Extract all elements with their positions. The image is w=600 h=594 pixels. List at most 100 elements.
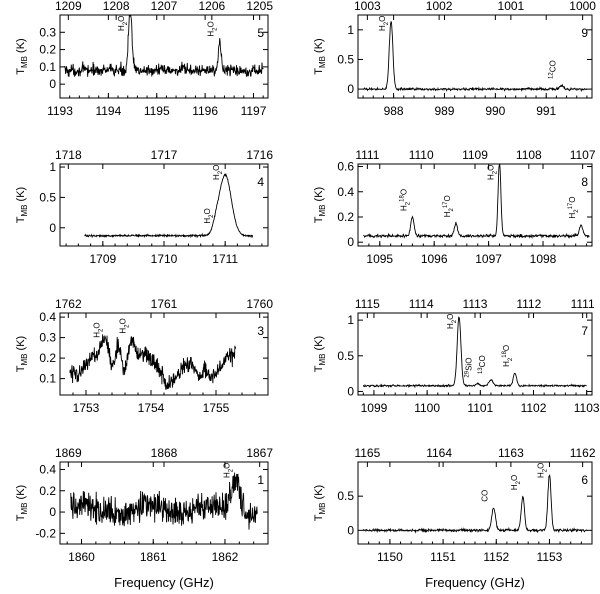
spectrum-line xyxy=(64,15,264,77)
top-tick-label: 1867 xyxy=(246,446,273,460)
y-tick-label: 0.2 xyxy=(337,210,354,224)
line-label: H2O xyxy=(223,463,235,478)
top-tick-label: 1111 xyxy=(571,297,595,311)
top-tick-label: 1164 xyxy=(426,446,452,460)
line-label: H2O xyxy=(446,314,458,329)
line-label: H218O xyxy=(399,189,411,211)
y-tick-label: 0.2 xyxy=(39,351,56,365)
top-tick-label: 1109 xyxy=(462,148,488,162)
x-tick-label: 1151 xyxy=(430,550,456,564)
y-axis-label: TMB (K) xyxy=(15,187,29,223)
y-tick-label: 0.3 xyxy=(39,331,56,345)
top-tick-label: 1205 xyxy=(246,0,273,13)
top-tick-label: 1206 xyxy=(198,0,225,13)
y-tick-label: 0.1 xyxy=(39,60,56,74)
y-tick-label: 0.4 xyxy=(337,185,354,199)
line-label: H2O xyxy=(93,322,105,337)
line-label: H2O xyxy=(486,165,498,180)
top-tick-label: 1163 xyxy=(498,446,524,460)
plot-frame xyxy=(59,163,269,247)
x-tick-label: 1862 xyxy=(212,550,239,564)
x-tick-label: 1711 xyxy=(212,252,238,266)
y-tick-label: 0 xyxy=(49,221,56,235)
panel-number: 5 xyxy=(257,26,264,40)
line-label: H2O xyxy=(207,21,219,36)
line-label: H2O xyxy=(203,208,215,223)
line-label: 12CO xyxy=(548,60,557,79)
x-tick-label: 1152 xyxy=(483,550,509,564)
y-tick-label: 1 xyxy=(347,23,354,37)
top-tick-label: 1716 xyxy=(246,148,273,162)
panel-number: 4 xyxy=(257,175,264,189)
top-tick-label: 1113 xyxy=(463,297,488,311)
y-axis-label: TMB (K) xyxy=(15,38,29,74)
plot-frame xyxy=(357,163,593,247)
top-tick-label: 1000 xyxy=(569,0,596,13)
line-label: CO xyxy=(481,490,490,502)
y-tick-label: 0.5 xyxy=(337,349,354,363)
panel-1: 1860 1861 1862 1869 1868 1867 -0.2 0 0.2 0.4 TMB (… xyxy=(15,446,273,590)
x-tick-label: 1709 xyxy=(89,252,116,266)
top-tick-label: 1717 xyxy=(151,148,178,162)
spectrum-line xyxy=(69,334,236,390)
top-tick-label: 1762 xyxy=(55,297,82,311)
line-label: H2O xyxy=(212,165,224,180)
x-tick-label: 1753 xyxy=(73,401,100,415)
x-tick-label: 989 xyxy=(434,104,454,118)
top-tick-label: 1110 xyxy=(409,148,434,162)
y-tick-label: 0 xyxy=(347,82,354,96)
line-label: H2O xyxy=(536,463,548,478)
y-axis-label: TMB (K) xyxy=(313,485,327,521)
line-label: H217O xyxy=(568,197,580,219)
spectrum-line xyxy=(362,474,588,534)
y-tick-label: 0.5 xyxy=(337,52,354,66)
y-tick-label: 0 xyxy=(347,235,354,249)
y-tick-label: 0.1 xyxy=(39,372,56,386)
x-tick-label: 1193 xyxy=(47,104,73,118)
panel-number: 9 xyxy=(581,26,588,40)
top-tick-label: 1001 xyxy=(498,0,525,13)
y-tick-label: -0.2 xyxy=(35,526,56,540)
x-tick-label: 1195 xyxy=(144,104,170,118)
x-tick-label: 1754 xyxy=(138,401,165,415)
x-tick-label: 1095 xyxy=(366,252,393,266)
x-tick-label: 1098 xyxy=(530,252,557,266)
top-tick-label: 1107 xyxy=(570,148,596,162)
x-tick-label: 1153 xyxy=(537,550,563,564)
x-tick-label: 991 xyxy=(536,104,556,118)
top-tick-label: 1115 xyxy=(355,297,380,311)
spectrum-line xyxy=(84,173,254,239)
line-label: H2O xyxy=(378,16,390,31)
y-axis-label: TMB (K) xyxy=(15,485,29,521)
y-axis-label: TMB (K) xyxy=(313,38,327,74)
top-tick-label: 1209 xyxy=(55,0,82,13)
x-axis-label: Frequency (GHz) xyxy=(114,575,214,590)
x-tick-label: 1150 xyxy=(377,550,403,564)
top-tick-label: 1165 xyxy=(354,446,380,460)
plot-frame xyxy=(357,312,593,396)
x-axis-label: Frequency (GHz) xyxy=(425,575,525,590)
y-axis-label: TMB (K) xyxy=(15,336,29,372)
y-tick-label: 0.2 xyxy=(39,484,56,498)
line-label: H2O xyxy=(117,16,129,31)
line-label: H217O xyxy=(443,195,455,217)
x-tick-label: 1102 xyxy=(521,401,547,415)
y-tick-label: 0.3 xyxy=(39,25,56,39)
x-tick-label: 1096 xyxy=(421,252,448,266)
line-label: H218O xyxy=(502,345,514,367)
spectrum-line xyxy=(363,164,590,240)
x-tick-label: 1197 xyxy=(241,104,267,118)
y-tick-label: 0.2 xyxy=(39,43,56,57)
top-tick-label: 1869 xyxy=(55,446,82,460)
y-tick-label: 0.4 xyxy=(39,310,56,324)
top-tick-label: 1108 xyxy=(516,148,542,162)
panel-9: 988 989 990 991 1003 1002 1001 1000 0 0.5 1 TMB (K)… xyxy=(313,0,596,118)
top-tick-label: 1003 xyxy=(354,0,381,13)
top-tick-label: 1761 xyxy=(151,297,178,311)
top-tick-label: 1868 xyxy=(151,446,178,460)
panel-number: 7 xyxy=(581,324,588,338)
panel-number: 3 xyxy=(257,324,264,338)
x-tick-label: 1103 xyxy=(574,401,600,415)
